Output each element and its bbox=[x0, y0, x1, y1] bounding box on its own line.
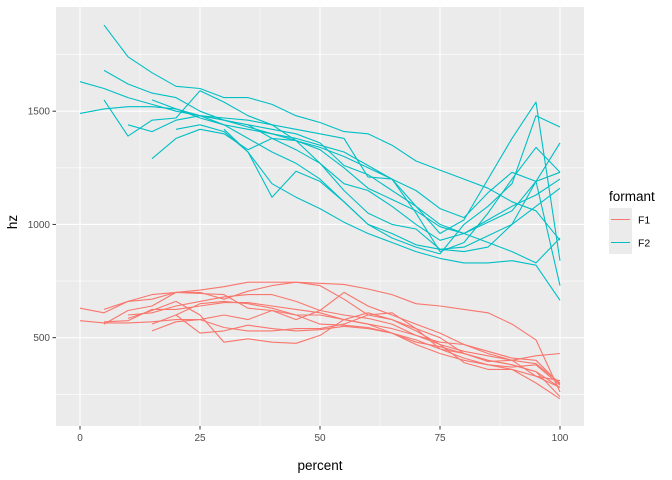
y-tick-label: 500 bbox=[33, 333, 50, 344]
series-line-f1 bbox=[127, 300, 561, 400]
x-tick-label: 25 bbox=[194, 433, 206, 444]
series-line-f2 bbox=[79, 81, 561, 219]
x-axis-ticks: 0 25 50 75 100 bbox=[77, 426, 569, 444]
x-tick-label: 50 bbox=[314, 433, 326, 444]
legend-label-f1: F1 bbox=[638, 215, 650, 227]
x-tick-label: 100 bbox=[552, 433, 569, 444]
series-line-f1 bbox=[151, 300, 561, 397]
x-tick-label: 75 bbox=[434, 433, 446, 444]
series-line-f1 bbox=[127, 294, 561, 382]
series-line-f2 bbox=[223, 128, 561, 250]
series-lines bbox=[79, 24, 561, 400]
series-line-f1 bbox=[79, 281, 561, 363]
y-axis-ticks: 500 1000 1500 bbox=[28, 107, 56, 344]
major-gridlines bbox=[56, 7, 584, 426]
series-line-f2 bbox=[247, 124, 561, 286]
series-line-f1 bbox=[103, 302, 561, 384]
series-line-f2 bbox=[151, 99, 561, 264]
legend-title: formant bbox=[609, 189, 655, 204]
series-line-f2 bbox=[103, 90, 561, 253]
series-line-f1 bbox=[151, 291, 561, 385]
series-line-f2 bbox=[103, 69, 561, 235]
series-line-f2 bbox=[151, 128, 561, 253]
y-tick-label: 1500 bbox=[28, 107, 51, 118]
x-axis-title: percent bbox=[297, 458, 342, 473]
x-tick-label: 0 bbox=[77, 433, 83, 444]
y-tick-label: 1000 bbox=[28, 220, 51, 231]
legend-label-f2: F2 bbox=[638, 238, 650, 250]
series-line-f2 bbox=[79, 101, 561, 261]
legend: formant F1 F2 bbox=[609, 189, 655, 254]
series-line-f2 bbox=[175, 124, 561, 301]
y-axis-title: hz bbox=[5, 215, 20, 230]
series-line-f1 bbox=[175, 314, 561, 388]
